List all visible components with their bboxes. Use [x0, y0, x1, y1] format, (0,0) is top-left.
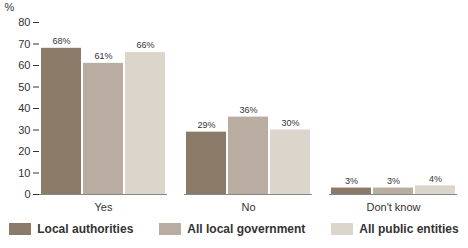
html-text:All public entities: All public entities: [359, 222, 459, 236]
svg-text:36%: 36%: [239, 105, 257, 115]
svg-text:29%: 29%: [197, 120, 215, 130]
svg-text:10: 10: [18, 167, 30, 179]
html-text:Local authorities: Local authorities: [37, 222, 134, 236]
svg-text:No: No: [241, 201, 255, 213]
svg-text:3%: 3%: [345, 176, 358, 186]
svg-text:Yes: Yes: [95, 201, 113, 213]
svg-text:%: %: [5, 1, 15, 13]
svg-text:70: 70: [18, 38, 30, 50]
svg-text:4%: 4%: [429, 174, 442, 184]
html-text:All local government: All local government: [187, 222, 306, 236]
svg-text:20: 20: [18, 145, 30, 157]
svg-text:3%: 3%: [387, 176, 400, 186]
svg-text:80: 80: [18, 16, 30, 28]
svg-text:Don't know: Don't know: [366, 201, 420, 213]
svg-text:0: 0: [24, 188, 30, 200]
svg-text:68%: 68%: [52, 36, 70, 46]
svg-text:66%: 66%: [136, 40, 154, 50]
svg-text:40: 40: [18, 102, 30, 114]
svg-text:60: 60: [18, 59, 30, 71]
svg-text:30: 30: [18, 124, 30, 136]
svg-text:61%: 61%: [94, 51, 112, 61]
svg-text:50: 50: [18, 81, 30, 93]
svg-text:30%: 30%: [281, 118, 299, 128]
